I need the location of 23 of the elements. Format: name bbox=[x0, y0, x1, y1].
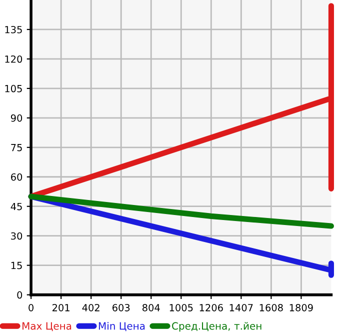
x-tick-label: 1005 bbox=[170, 304, 193, 312]
x-tick-label: 201 bbox=[52, 304, 70, 312]
x-tick-label: 1608 bbox=[260, 304, 283, 312]
legend-label: Min Цена bbox=[98, 322, 145, 332]
legend-label: Сред.Цена, т.йен bbox=[172, 322, 262, 332]
y-tick-label: 90 bbox=[10, 114, 22, 122]
x-tick-label: 402 bbox=[82, 304, 100, 312]
x-tick-label: 0 bbox=[28, 304, 34, 312]
x-tick-label: 1407 bbox=[230, 304, 253, 312]
y-tick-label: 30 bbox=[11, 232, 22, 240]
y-tick-label: 45 bbox=[10, 202, 22, 210]
legend-label: Max Цена bbox=[22, 322, 72, 332]
y-tick-label: 75 bbox=[11, 144, 22, 152]
y-tick-label: 15 bbox=[11, 262, 22, 270]
x-tick-label: 603 bbox=[112, 304, 130, 312]
y-tick-label: 135 bbox=[5, 26, 22, 34]
x-tick-label: 1809 bbox=[290, 304, 313, 312]
y-tick-label: 120 bbox=[5, 55, 22, 63]
y-tick-label: 0 bbox=[17, 291, 22, 299]
y-tick-label: 60 bbox=[11, 173, 22, 181]
x-tick-label: 804 bbox=[142, 304, 160, 312]
x-tick-label: 1206 bbox=[200, 304, 223, 312]
y-tick-label: 105 bbox=[5, 84, 22, 92]
